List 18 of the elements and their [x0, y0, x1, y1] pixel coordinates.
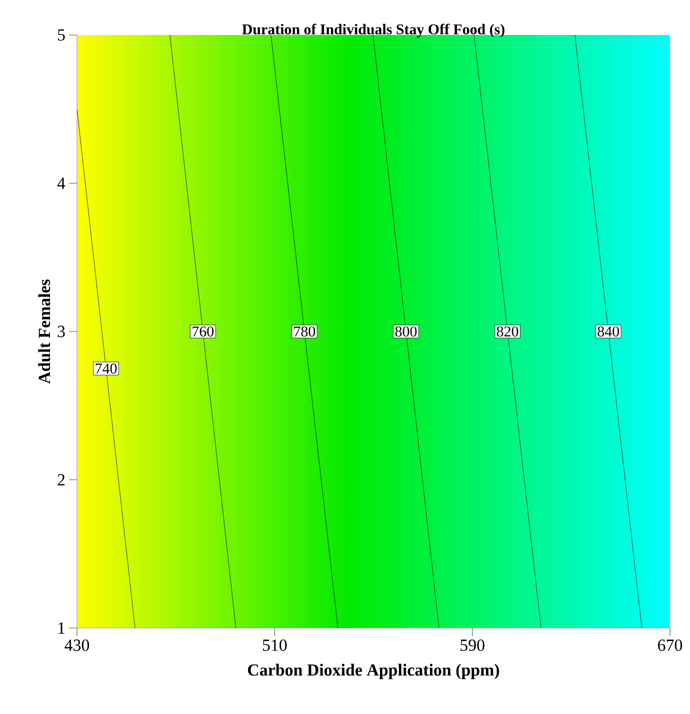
series-label: 840: [598, 326, 619, 337]
series-label: 800: [395, 326, 417, 337]
y-tick-label: 4: [57, 178, 66, 189]
chart-title: Duration of Individuals Stay Off Food (s): [242, 24, 504, 38]
series-label: 740: [96, 364, 117, 374]
y-axis-title: Adult Females: [38, 279, 50, 384]
x-tick-label: 670: [658, 640, 682, 651]
series-label: 820: [496, 326, 518, 337]
y-tick-label: 1: [58, 622, 64, 634]
series-label: 760: [192, 326, 214, 337]
y-tick-label: 3: [58, 326, 65, 338]
y-tick-label: 2: [58, 474, 65, 486]
x-tick-label: 510: [262, 640, 287, 651]
y-tick-label: 5: [58, 29, 65, 41]
x-axis-title: Carbon Dioxide Application (ppm): [248, 664, 500, 680]
x-tick-label: 590: [460, 640, 484, 651]
x-tick-label: 430: [64, 640, 90, 651]
series-label: 780: [294, 326, 316, 337]
